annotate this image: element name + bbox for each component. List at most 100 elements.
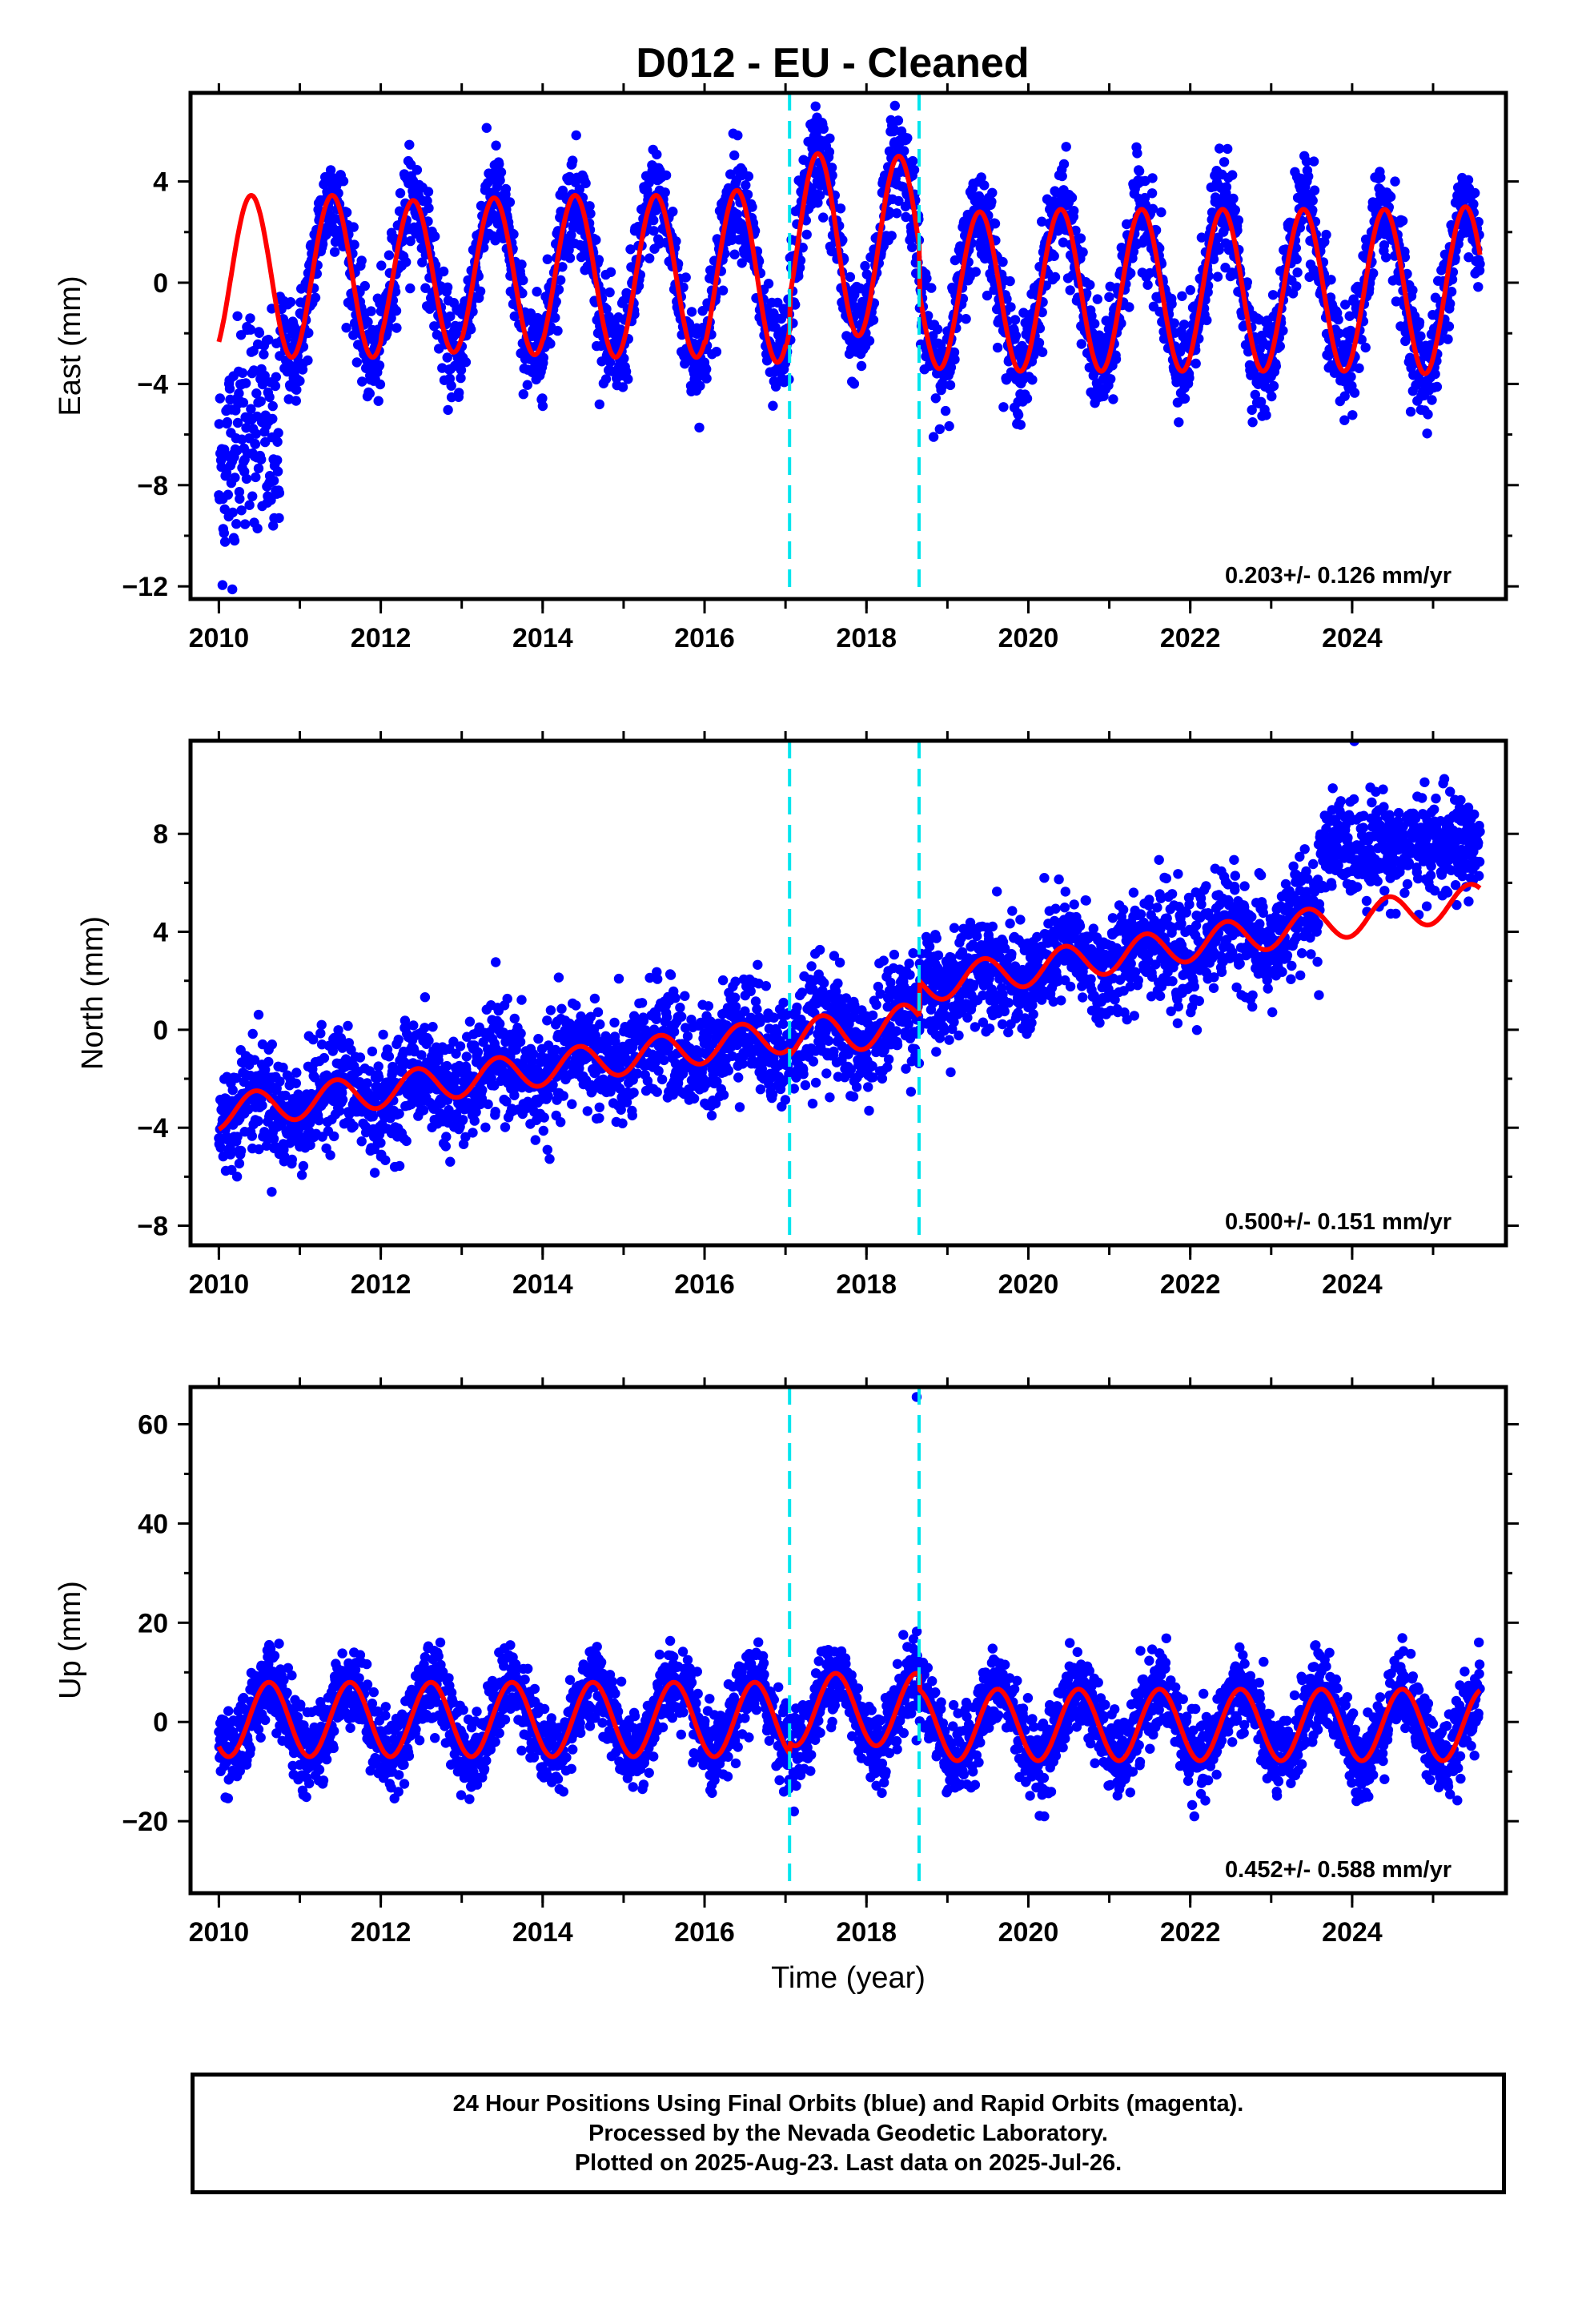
data-point xyxy=(477,1085,488,1096)
data-point xyxy=(1446,287,1457,297)
data-point xyxy=(256,454,267,464)
data-point xyxy=(594,1102,604,1113)
data-point xyxy=(1339,415,1350,425)
data-point xyxy=(723,1065,734,1076)
data-point xyxy=(362,1078,372,1088)
data-point xyxy=(394,206,405,216)
data-point xyxy=(229,535,240,546)
data-point xyxy=(356,255,367,266)
data-point xyxy=(349,239,359,250)
data-point xyxy=(1094,330,1105,340)
data-point xyxy=(556,275,566,285)
data-point xyxy=(938,380,949,390)
data-point xyxy=(542,1144,552,1156)
data-point xyxy=(539,1112,549,1123)
data-point xyxy=(338,176,349,187)
data-point xyxy=(644,253,655,263)
data-point xyxy=(253,463,264,474)
data-point xyxy=(1049,251,1059,261)
data-point xyxy=(232,417,243,428)
data-point xyxy=(1334,328,1344,339)
data-point xyxy=(605,267,616,277)
data-point xyxy=(652,1087,662,1097)
data-point xyxy=(906,231,917,241)
data-point xyxy=(737,258,747,268)
data-point xyxy=(1360,342,1371,353)
data-point xyxy=(1134,166,1145,176)
data-point xyxy=(930,393,942,404)
data-point xyxy=(405,283,416,294)
data-point xyxy=(254,1144,264,1155)
data-point xyxy=(231,1073,241,1084)
data-point xyxy=(227,1164,237,1176)
data-point xyxy=(648,215,659,226)
data-point xyxy=(530,1135,540,1145)
data-point xyxy=(391,305,402,316)
data-point xyxy=(1368,268,1379,279)
data-point xyxy=(652,974,663,984)
data-point xyxy=(1214,244,1225,255)
data-point xyxy=(1291,254,1302,264)
data-point xyxy=(1037,216,1047,227)
data-point xyxy=(259,370,270,381)
data-point xyxy=(946,362,957,372)
data-point xyxy=(231,519,242,529)
data-point xyxy=(1473,282,1484,292)
data-point xyxy=(495,1019,505,1029)
data-point xyxy=(1037,347,1048,357)
data-point xyxy=(267,1039,277,1050)
data-point xyxy=(670,993,681,1003)
data-point xyxy=(251,428,261,439)
data-point xyxy=(609,1017,620,1028)
data-point xyxy=(945,380,956,391)
data-point xyxy=(1166,299,1177,309)
data-point xyxy=(617,382,628,392)
data-point xyxy=(538,1125,548,1136)
data-point xyxy=(1304,271,1315,283)
data-point xyxy=(717,285,729,296)
data-point xyxy=(1255,396,1267,407)
data-point xyxy=(681,272,691,283)
data-point xyxy=(680,991,690,1001)
x-tick-label: 2010 xyxy=(189,623,250,653)
data-point xyxy=(383,250,395,260)
data-point xyxy=(776,313,787,324)
data-point xyxy=(553,972,564,983)
data-point xyxy=(291,1068,302,1078)
data-point xyxy=(584,201,595,211)
data-point xyxy=(355,1052,366,1063)
data-point xyxy=(835,203,846,214)
figure-title: D012 - EU - Cleaned xyxy=(636,40,1029,86)
data-point xyxy=(254,328,265,338)
data-point xyxy=(1390,176,1400,187)
data-point xyxy=(417,257,428,267)
data-point xyxy=(440,1141,451,1152)
data-point xyxy=(268,1133,279,1144)
data-point xyxy=(329,1131,339,1142)
data-point xyxy=(616,324,626,335)
data-point xyxy=(1268,380,1279,392)
data-point xyxy=(1169,318,1180,328)
data-point xyxy=(733,1072,744,1083)
data-point xyxy=(557,262,568,272)
data-point xyxy=(366,306,376,316)
data-point xyxy=(272,466,283,476)
data-point xyxy=(227,1085,238,1096)
data-point xyxy=(651,1014,661,1025)
data-point xyxy=(270,380,281,392)
data-point xyxy=(970,267,982,277)
data-point xyxy=(889,100,901,111)
data-point xyxy=(934,424,946,435)
data-point xyxy=(251,472,261,483)
data-point xyxy=(367,1046,378,1057)
data-point xyxy=(246,404,256,414)
data-point xyxy=(1468,199,1479,210)
data-point xyxy=(518,275,528,286)
data-point xyxy=(1027,375,1038,385)
data-point xyxy=(636,998,648,1008)
data-point xyxy=(1061,142,1071,152)
data-point xyxy=(818,123,829,135)
data-point xyxy=(595,1019,605,1030)
data-point xyxy=(357,376,367,387)
